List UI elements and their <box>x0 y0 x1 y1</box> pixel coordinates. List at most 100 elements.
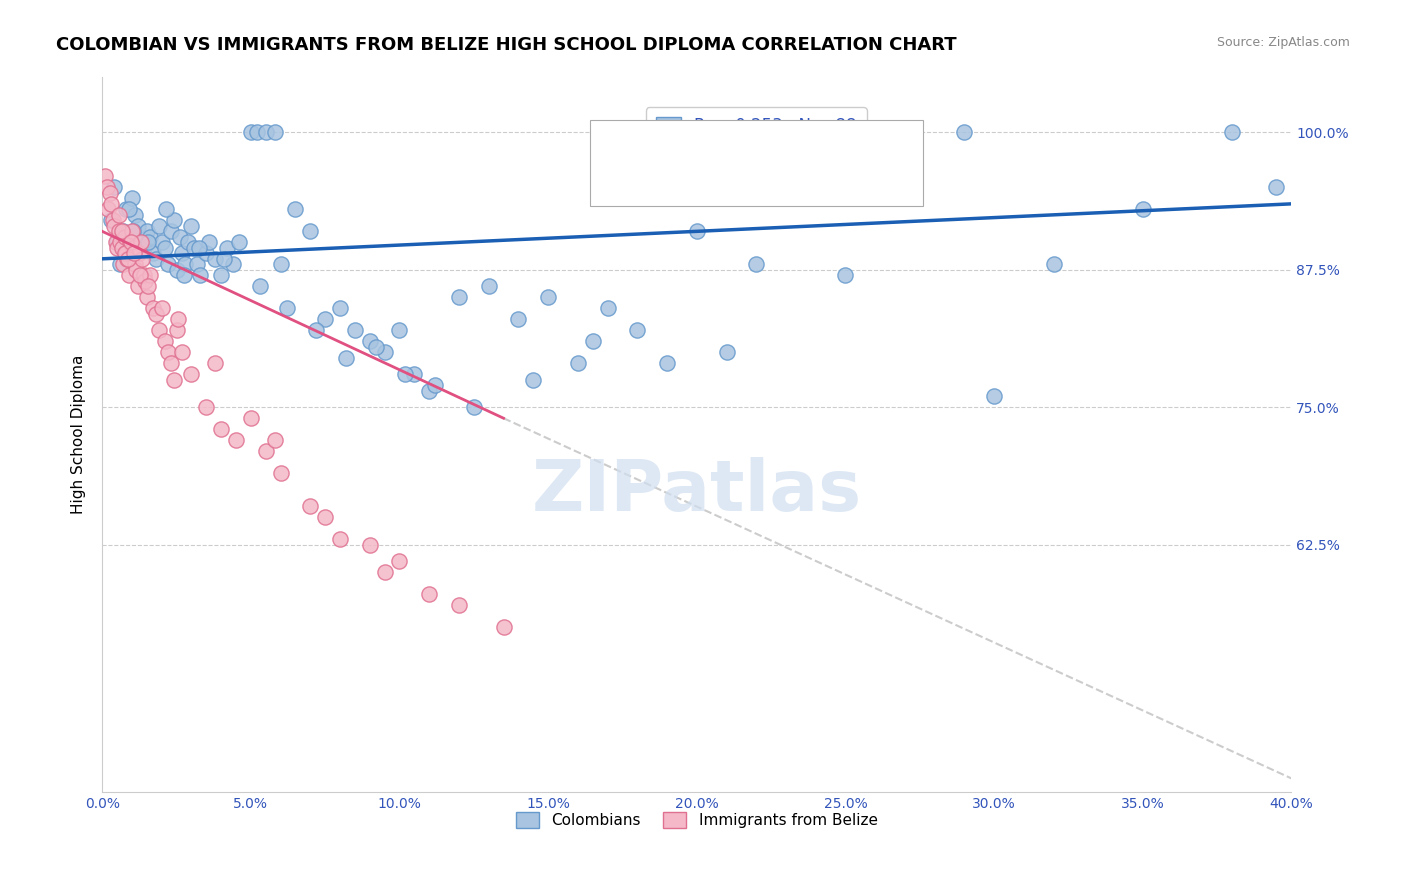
Point <box>172 246 194 260</box>
Point <box>94 169 117 184</box>
Point <box>136 235 159 250</box>
Point <box>148 219 170 233</box>
Point <box>155 202 177 217</box>
Point <box>107 224 129 238</box>
Point <box>162 373 184 387</box>
Point <box>177 235 200 250</box>
Point <box>204 252 226 266</box>
Point <box>270 257 292 271</box>
Point <box>159 356 181 370</box>
Point <box>104 235 127 250</box>
Point <box>129 268 152 283</box>
Point <box>388 554 411 568</box>
Point <box>254 444 277 458</box>
Point <box>246 125 269 139</box>
Point <box>125 262 148 277</box>
Point <box>1220 125 1243 139</box>
Point <box>114 230 136 244</box>
Point <box>98 186 121 200</box>
Point <box>111 224 134 238</box>
Point <box>299 499 322 513</box>
Point <box>117 252 139 266</box>
Point <box>626 323 648 337</box>
Point <box>166 323 188 337</box>
Point <box>127 279 149 293</box>
Point <box>118 202 141 217</box>
Point <box>186 257 208 271</box>
Point <box>655 356 678 370</box>
Point <box>122 241 145 255</box>
Point <box>418 587 440 601</box>
Point <box>124 257 146 271</box>
Point <box>124 246 146 260</box>
Point <box>1042 257 1064 271</box>
Point <box>174 257 197 271</box>
Point <box>284 202 307 217</box>
Point <box>169 230 191 244</box>
Point <box>596 301 619 316</box>
Point <box>142 301 165 316</box>
Point <box>745 257 768 271</box>
Point <box>314 510 336 524</box>
Point <box>136 279 159 293</box>
Point <box>537 290 560 304</box>
Point <box>329 301 352 316</box>
Point <box>142 246 165 260</box>
Point <box>167 312 190 326</box>
Point <box>111 257 134 271</box>
Point <box>359 334 381 349</box>
Point <box>101 213 124 227</box>
Point <box>270 466 292 480</box>
Point <box>108 257 131 271</box>
Point <box>404 368 426 382</box>
Point <box>162 213 184 227</box>
Point <box>374 345 396 359</box>
Point <box>150 235 173 250</box>
Point <box>222 257 245 271</box>
Point <box>132 241 155 255</box>
Point <box>394 368 416 382</box>
Point <box>276 301 298 316</box>
Legend: Colombians, Immigrants from Belize: Colombians, Immigrants from Belize <box>510 806 884 834</box>
Point <box>150 301 173 316</box>
Point <box>105 235 128 250</box>
Point <box>374 565 396 579</box>
Point <box>195 246 218 260</box>
Point <box>834 268 856 283</box>
Point <box>139 268 162 283</box>
Point <box>418 384 440 398</box>
Point <box>567 356 589 370</box>
Point <box>582 334 605 349</box>
Point <box>305 323 328 337</box>
Point <box>478 279 501 293</box>
Point <box>122 224 145 238</box>
Point <box>212 252 235 266</box>
Point <box>1265 180 1288 194</box>
Point <box>447 290 470 304</box>
Point <box>139 230 162 244</box>
Point <box>100 197 122 211</box>
Point <box>204 356 226 370</box>
Point <box>156 257 179 271</box>
Point <box>249 279 271 293</box>
Point <box>463 401 485 415</box>
Point <box>388 323 411 337</box>
Point <box>183 241 205 255</box>
Point <box>159 224 181 238</box>
FancyBboxPatch shape <box>589 120 922 206</box>
Point <box>209 422 232 436</box>
Point <box>686 224 709 238</box>
Point <box>195 401 218 415</box>
Point <box>117 252 139 266</box>
Point <box>217 241 239 255</box>
Point <box>522 373 544 387</box>
Point <box>1132 202 1154 217</box>
Point <box>114 246 136 260</box>
Point <box>131 252 153 266</box>
Point <box>134 274 156 288</box>
Point <box>314 312 336 326</box>
Point <box>172 345 194 359</box>
Point <box>166 262 188 277</box>
Point <box>120 235 142 250</box>
Point <box>716 345 738 359</box>
